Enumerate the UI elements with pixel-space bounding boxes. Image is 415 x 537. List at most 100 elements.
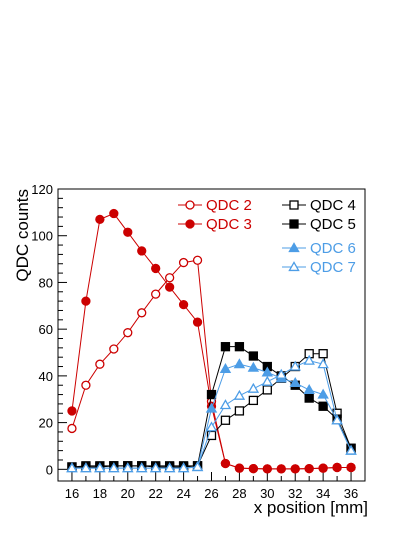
data-point <box>66 462 78 473</box>
data-point <box>219 399 232 410</box>
data-point <box>177 462 190 473</box>
data-point <box>346 462 356 473</box>
x-tick-label: 16 <box>65 486 79 501</box>
data-point <box>290 464 300 474</box>
series-layer <box>66 208 357 474</box>
y-tick-label: 120 <box>31 182 53 197</box>
data-point <box>81 380 91 390</box>
data-point <box>94 462 106 473</box>
data-point <box>192 255 203 265</box>
data-point <box>137 246 147 256</box>
data-point <box>149 462 162 473</box>
series-qdc-7 <box>66 354 357 473</box>
data-point <box>123 328 133 338</box>
data-point <box>123 227 133 237</box>
x-tick-label: 34 <box>316 486 330 501</box>
legend-label: QDC 4 <box>310 197 356 214</box>
data-point <box>205 402 218 413</box>
y-tick-label: 60 <box>39 322 53 337</box>
legend-entry: QDC 7 <box>282 259 356 276</box>
data-point <box>262 385 272 395</box>
series-line <box>71 360 352 469</box>
legend-marker <box>288 261 300 272</box>
y-tick-label: 20 <box>39 416 53 431</box>
x-tick-label: 18 <box>93 486 107 501</box>
data-point <box>248 463 259 474</box>
y-tick-label: 80 <box>39 275 53 290</box>
y-tick-label: 0 <box>46 462 53 477</box>
data-point <box>151 263 161 274</box>
data-point <box>275 368 287 379</box>
data-point <box>276 464 286 474</box>
data-point <box>234 406 245 416</box>
data-point <box>318 349 328 359</box>
legend-entry: QDC 5 <box>282 216 356 233</box>
x-axis-ticks: 16 18 20 22 24 26 28 30 32 34 36 <box>57 472 366 501</box>
data-point <box>109 344 119 354</box>
legend-entry: QDC 4 <box>282 197 356 214</box>
data-point <box>192 317 203 327</box>
legend-marker <box>289 219 299 229</box>
data-point <box>81 296 91 306</box>
data-point <box>137 308 147 318</box>
legend-marker <box>289 200 299 210</box>
data-point <box>95 359 105 369</box>
data-point <box>247 361 260 372</box>
data-point <box>318 401 328 411</box>
data-point <box>136 462 148 473</box>
x-tick-label: 28 <box>232 486 246 501</box>
data-point <box>67 423 77 434</box>
data-point <box>234 463 245 473</box>
data-point <box>248 395 259 406</box>
legend-marker <box>288 242 300 253</box>
data-point <box>109 208 119 219</box>
data-point <box>261 375 274 386</box>
series-qdc-6 <box>66 358 357 473</box>
data-point <box>164 273 175 283</box>
legend: QDC 2 QDC 3 QDC 4 QDC 5 QDC 6 QDC 7 <box>178 197 356 276</box>
data-point <box>331 414 343 425</box>
data-point <box>205 421 218 432</box>
data-point <box>220 415 231 425</box>
data-point <box>219 362 232 373</box>
data-point <box>289 376 301 387</box>
data-point <box>220 342 231 352</box>
data-point <box>332 462 342 473</box>
legend-entry: QDC 2 <box>178 197 252 214</box>
data-point <box>80 462 92 473</box>
y-axis-title: QDC counts <box>13 189 32 282</box>
legend-label: QDC 7 <box>310 259 356 276</box>
data-point <box>262 464 272 474</box>
legend-marker <box>185 200 195 210</box>
data-point <box>151 289 161 299</box>
data-point <box>234 342 245 352</box>
legend-label: QDC 5 <box>310 216 356 233</box>
y-tick-label: 40 <box>39 369 53 384</box>
data-point <box>247 382 260 393</box>
data-point <box>206 430 217 441</box>
data-point <box>303 383 315 394</box>
data-point <box>304 463 314 474</box>
y-axis-ticks: 0 20 40 60 80 100 120 <box>31 182 67 477</box>
data-point <box>178 257 189 268</box>
data-point <box>317 358 329 369</box>
data-point <box>304 393 314 403</box>
data-point <box>289 360 301 371</box>
x-tick-label: 36 <box>344 486 358 501</box>
data-point <box>95 214 105 225</box>
data-point <box>178 299 189 310</box>
data-point <box>206 389 217 400</box>
legend-marker <box>185 219 195 229</box>
data-point <box>108 462 120 473</box>
data-point <box>67 406 77 416</box>
data-point <box>191 461 204 472</box>
data-point <box>345 444 357 455</box>
x-axis-title: x position [mm] <box>254 498 368 517</box>
legend-entry: QDC 3 <box>178 216 252 233</box>
data-point <box>248 351 259 361</box>
legend-entry: QDC 6 <box>282 240 356 257</box>
x-tick-label: 20 <box>121 486 135 501</box>
data-point <box>164 282 175 292</box>
data-point <box>233 358 246 369</box>
